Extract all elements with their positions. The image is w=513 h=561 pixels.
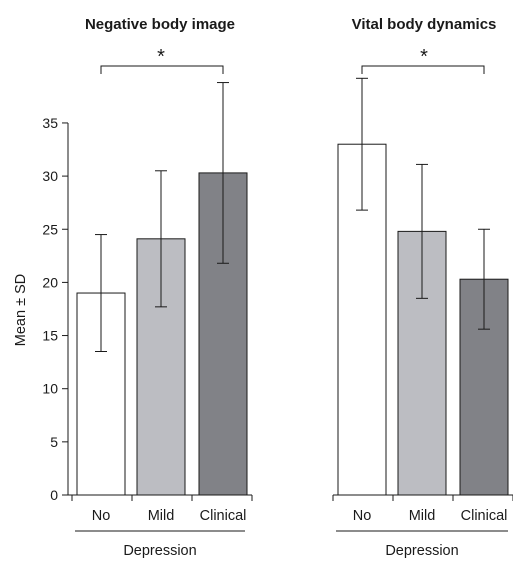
y-tick-label-20: 20 xyxy=(42,274,58,290)
vital-body-dynamics-significance-star: * xyxy=(420,46,428,68)
vital-body-dynamics-group-label: Depression xyxy=(385,543,458,559)
vital-body-dynamics-category-label-no: No xyxy=(353,508,372,524)
y-tick-label-5: 5 xyxy=(50,434,58,450)
y-axis-label: Mean ± SD xyxy=(13,274,29,346)
y-tick-label-35: 35 xyxy=(42,115,58,131)
y-tick-label-10: 10 xyxy=(42,381,58,397)
chart-title-vital-body-dynamics: Vital body dynamics xyxy=(352,16,497,33)
negative-body-image-category-label-mild: Mild xyxy=(148,508,175,524)
chart-marks: 0 5 10 15 20 25 30 35 No Mild Clinical Depression * N… xyxy=(42,46,513,559)
negative-body-image-group-label: Depression xyxy=(123,543,196,559)
y-tick-label-30: 30 xyxy=(42,168,58,184)
vital-body-dynamics-category-label-mild: Mild xyxy=(409,508,436,524)
negative-body-image-significance-star: * xyxy=(157,46,165,68)
y-tick-label-25: 25 xyxy=(42,221,58,237)
negative-body-image-significance-bracket xyxy=(100,65,224,74)
vital-body-dynamics-significance-bracket xyxy=(361,65,485,74)
y-tick-label-0: 0 xyxy=(50,487,58,503)
negative-body-image-category-label-clinical: Clinical xyxy=(200,508,247,524)
chart-title-negative-body-image: Negative body image xyxy=(85,16,235,33)
vital-body-dynamics-category-label-clinical: Clinical xyxy=(461,508,508,524)
vital-body-dynamics-bar-clinical xyxy=(459,278,509,496)
negative-body-image-category-label-no: No xyxy=(92,508,111,524)
y-tick-label-15: 15 xyxy=(42,328,58,344)
